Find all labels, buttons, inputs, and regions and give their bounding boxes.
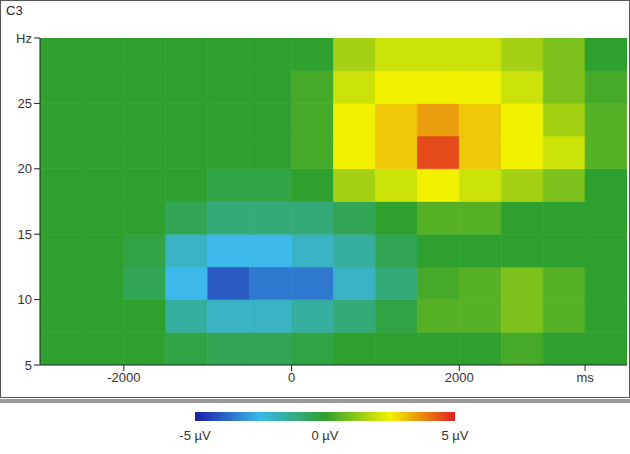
svg-text:5 µV: 5 µV <box>441 428 468 443</box>
svg-text:2000: 2000 <box>445 370 474 385</box>
svg-text:Hz: Hz <box>16 31 32 46</box>
svg-text:0: 0 <box>288 370 295 385</box>
svg-text:-5 µV: -5 µV <box>179 428 211 443</box>
svg-text:25: 25 <box>18 96 32 111</box>
svg-text:20: 20 <box>18 161 32 176</box>
svg-text:5: 5 <box>25 358 32 373</box>
svg-text:0 µV: 0 µV <box>311 428 338 443</box>
html-text:C3: C3 <box>6 3 23 18</box>
svg-text:15: 15 <box>18 227 32 242</box>
svg-text:ms: ms <box>576 370 594 385</box>
svg-text:10: 10 <box>18 292 32 307</box>
svg-text:-2000: -2000 <box>107 370 140 385</box>
